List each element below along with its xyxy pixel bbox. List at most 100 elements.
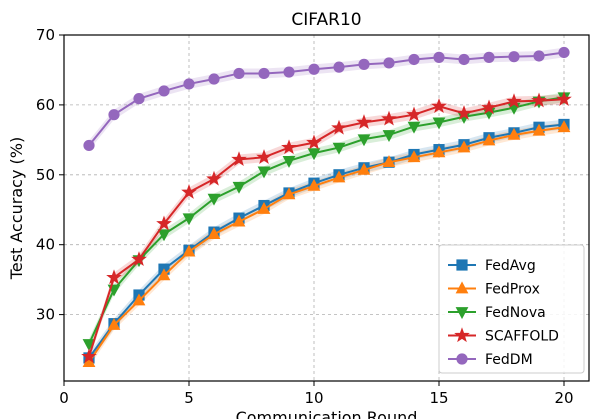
legend-scaffold-label: SCAFFOLD [485,329,559,345]
y-tick-label: 30 [36,306,55,324]
fedprox-point [257,201,271,214]
feddm-point [333,61,345,73]
feddm-point [208,73,220,85]
feddm-point [508,51,520,63]
feddm-point [183,78,195,90]
scaffold-point [156,215,172,231]
x-tick-label: 15 [429,389,448,407]
legend-fednova-marker [455,307,469,320]
legend-fednova-label: FedNova [485,305,546,321]
fedprox-point [282,187,296,200]
plot-area [63,34,590,382]
fedprox-point [407,150,421,163]
legend-feddm-label: FedDM [485,352,533,368]
scaffold-point [206,170,222,186]
fedprox-point [157,268,171,281]
feddm-point [308,63,320,75]
fednova-point [307,148,321,161]
scaffold-point [331,119,347,135]
legend-box [438,244,585,374]
fedprox-point [382,155,396,168]
feddm-point [408,53,420,66]
fedprox-point [332,170,346,183]
x-tick-label: 5 [184,389,194,407]
scaffold-point [431,98,447,113]
fednova-point [207,193,221,206]
legend-fedprox-marker [455,281,469,294]
scaffold-point [356,114,372,130]
legend: FedAvg FedProx FedNova SCAFFOLD FedDM [438,244,585,374]
y-tick-label: 50 [36,166,55,184]
fedprox-point [132,293,146,306]
chart-title: CIFAR10 [291,10,361,30]
fednova-point [407,121,421,134]
fedprox-point [207,227,221,240]
feddm-point [258,67,270,80]
legend-fedavg-label: FedAvg [485,258,536,274]
feddm-point [433,51,445,63]
fednova-point [382,130,396,143]
feddm-point [533,50,545,62]
scaffold-point [406,106,422,122]
axis-ticks: 0 5 10 15 20 30 40 50 60 70 [36,26,574,407]
feddm-point [458,53,470,66]
legend-fedavg-marker [456,259,468,271]
feddm-point [233,67,245,80]
series-lines [81,46,572,367]
feddm-point [358,58,370,70]
scaffold-point [181,184,197,199]
scaffold-point [556,91,572,106]
feddm-point [83,139,95,152]
fedprox-point [182,244,196,257]
y-tick-label: 60 [36,96,55,114]
scaffold-point [531,92,547,108]
fedprox-point [482,133,496,146]
feddm-point [158,85,170,97]
scaffold-point [381,110,397,126]
fednova-point [257,166,271,179]
scaffold-point [506,93,522,109]
scaffold-point [306,134,322,150]
fednova-point [357,134,371,147]
fednova-point [432,117,446,130]
feddm-point [283,66,295,78]
x-tick-label: 20 [554,389,573,407]
legend-scaffold-marker [454,327,470,343]
fednova-point [232,181,246,194]
feddm-point [108,109,120,121]
scaffold-point [131,251,147,267]
x-tick-label: 10 [304,389,323,407]
feddm-point [133,93,145,105]
legend-feddm-marker [456,353,468,365]
scaffold-point [481,99,497,115]
fedprox-point [532,123,546,136]
feddm-point [383,57,395,69]
scaffold-point [231,151,247,167]
fednova-point [182,213,196,226]
fednova-point [282,155,296,168]
fedprox-point [557,120,571,133]
scaffold-point [81,348,97,364]
feddm-point [558,46,570,59]
scaffold-point [106,269,122,285]
fednova-point [157,229,171,242]
fedprox-point [357,162,371,175]
y-axis-title: Test Accuracy (%) [7,137,26,280]
scaffold-point [456,105,472,120]
y-tick-label: 40 [36,236,55,254]
fednova-point [332,142,346,155]
legend-fedprox-label: FedProx [485,282,540,298]
scaffold-point [256,149,272,164]
scaffold-line [88,98,565,357]
fedprox-point [457,140,471,153]
fedprox-point [432,145,446,158]
fedprox-point [107,317,121,330]
scaffold-point [281,139,297,155]
feddm-point [483,51,495,63]
fedprox-point [507,127,521,140]
x-axis-title: Communication Round [236,408,418,419]
y-tick-label: 70 [36,26,55,44]
fedprox-point [232,214,246,227]
fedprox-point [307,178,321,191]
